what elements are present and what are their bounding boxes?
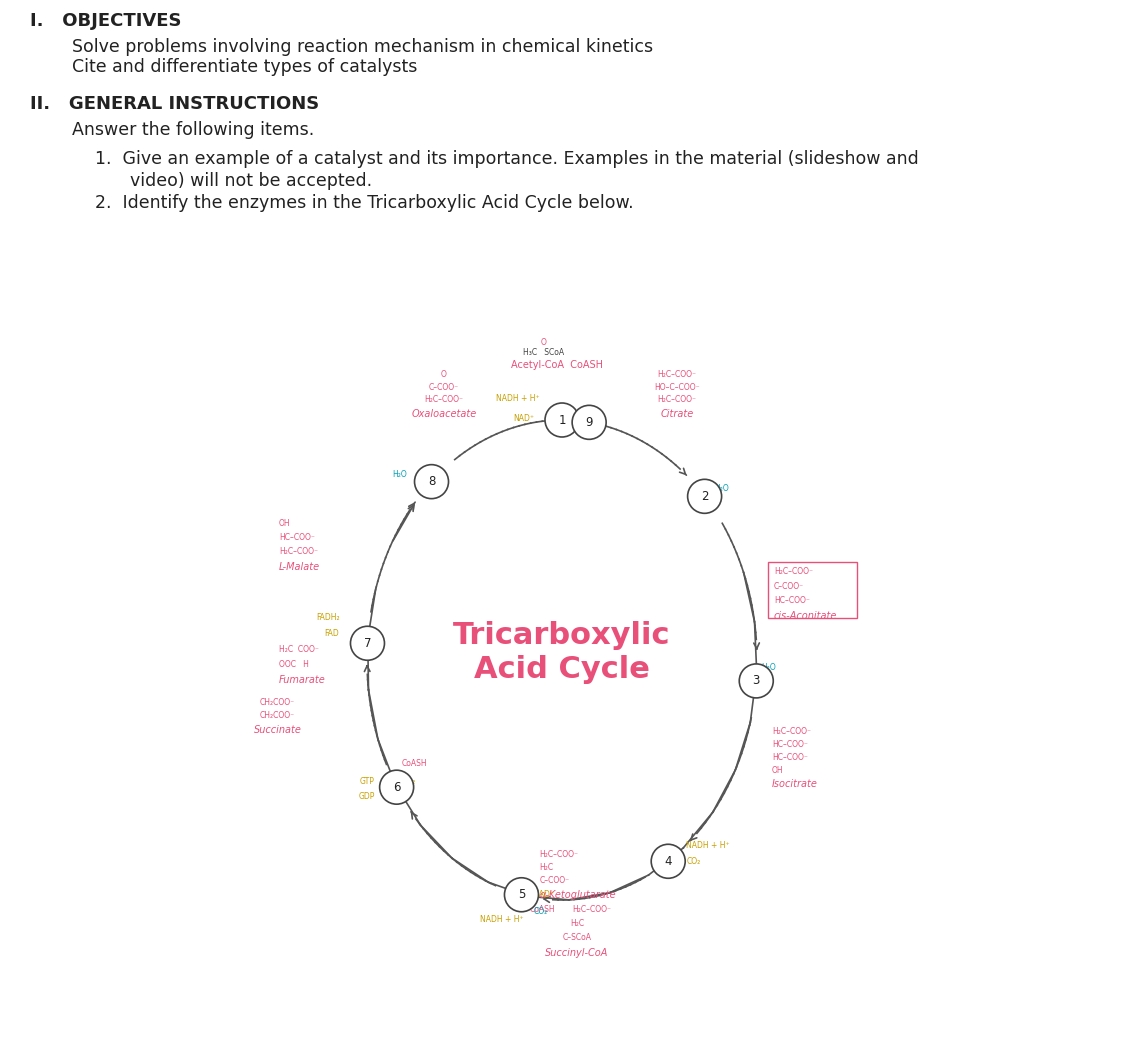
Text: cis-Aconitate: cis-Aconitate: [774, 610, 837, 621]
Text: H₂C: H₂C: [540, 862, 554, 872]
Circle shape: [414, 464, 449, 498]
Circle shape: [544, 403, 579, 437]
Text: Acid Cycle: Acid Cycle: [474, 656, 650, 685]
Text: 6: 6: [393, 781, 400, 794]
Text: Fumarate: Fumarate: [279, 675, 326, 685]
Text: CH₂COO⁻: CH₂COO⁻: [260, 711, 295, 720]
Text: NADH + H⁺: NADH + H⁺: [495, 395, 539, 403]
Text: H₂C–COO⁻: H₂C–COO⁻: [279, 547, 318, 555]
Text: FADH₂: FADH₂: [316, 614, 340, 622]
Text: video) will not be accepted.: video) will not be accepted.: [130, 172, 372, 190]
Text: CH₂COO⁻: CH₂COO⁻: [260, 698, 295, 707]
Text: 7: 7: [363, 637, 371, 650]
Text: α-Ketoglutarate: α-Ketoglutarate: [540, 890, 617, 899]
Circle shape: [504, 878, 539, 912]
Text: O: O: [441, 370, 447, 379]
Text: OH: OH: [279, 518, 290, 528]
Text: O: O: [541, 338, 547, 347]
Text: CoASH: CoASH: [402, 760, 428, 768]
Text: L-Malate: L-Malate: [279, 562, 321, 571]
Text: H₂C–COO⁻: H₂C–COO⁻: [774, 567, 813, 576]
Text: HO–C–COO⁻: HO–C–COO⁻: [655, 383, 700, 393]
Text: C–COO⁻: C–COO⁻: [429, 383, 459, 393]
Text: Cite and differentiate types of catalysts: Cite and differentiate types of catalyst…: [72, 58, 417, 76]
Text: H₂C–COO⁻: H₂C–COO⁻: [772, 727, 811, 736]
Text: FAD: FAD: [325, 630, 340, 638]
Text: C–SCoA: C–SCoA: [562, 933, 592, 942]
Circle shape: [351, 626, 385, 660]
Text: 5: 5: [518, 889, 525, 901]
Text: NADH + H⁺: NADH + H⁺: [479, 915, 523, 924]
Text: 4: 4: [665, 855, 672, 868]
Text: Oxaloacetate: Oxaloacetate: [412, 409, 477, 419]
Text: OH: OH: [772, 766, 784, 776]
Text: H₂C–COO⁻: H₂C–COO⁻: [540, 850, 578, 859]
Text: CO₂: CO₂: [533, 907, 548, 916]
Text: CO₂: CO₂: [402, 778, 416, 786]
Text: Tricarboxylic: Tricarboxylic: [453, 620, 670, 650]
Text: NADH + H⁺: NADH + H⁺: [686, 841, 730, 851]
Text: H₂C–COO⁻: H₂C–COO⁻: [424, 395, 464, 404]
Text: NAD⁺: NAD⁺: [513, 415, 534, 423]
Text: Solve problems involving reaction mechanism in chemical kinetics: Solve problems involving reaction mechan…: [72, 38, 654, 56]
Text: 3: 3: [753, 674, 760, 688]
Text: HC–COO⁻: HC–COO⁻: [279, 533, 315, 542]
Circle shape: [379, 770, 414, 804]
Text: CO₂: CO₂: [686, 857, 701, 867]
Circle shape: [651, 844, 685, 878]
Text: 8: 8: [428, 475, 435, 488]
Text: 1.  Give an example of a catalyst and its importance. Examples in the material (: 1. Give an example of a catalyst and its…: [94, 150, 919, 168]
Text: 2: 2: [701, 490, 709, 503]
Text: HC–COO⁻: HC–COO⁻: [774, 596, 810, 605]
Text: H₂C: H₂C: [570, 919, 584, 928]
Text: H₂O: H₂O: [714, 485, 729, 493]
Text: C–COO⁻: C–COO⁻: [774, 582, 804, 590]
Circle shape: [573, 405, 606, 439]
Text: 2.  Identify the enzymes in the Tricarboxylic Acid Cycle below.: 2. Identify the enzymes in the Tricarbox…: [94, 194, 633, 212]
Text: GTP: GTP: [360, 778, 375, 786]
Text: H₂C–COO⁻: H₂C–COO⁻: [657, 370, 696, 379]
Text: NAD⁺: NAD⁺: [533, 890, 555, 898]
Text: I.   OBJECTIVES: I. OBJECTIVES: [30, 12, 181, 30]
Text: H₂C  COO⁻: H₂C COO⁻: [279, 645, 318, 654]
Text: HC–COO⁻: HC–COO⁻: [772, 741, 808, 749]
Text: Acetyl-CoA  CoASH: Acetyl-CoA CoASH: [511, 360, 603, 370]
FancyBboxPatch shape: [768, 562, 857, 618]
Text: C–COO⁻: C–COO⁻: [540, 876, 569, 884]
Text: OOC   H: OOC H: [279, 660, 309, 669]
Text: Answer the following items.: Answer the following items.: [72, 121, 314, 139]
Text: H₂O: H₂O: [762, 663, 776, 672]
Text: GDP: GDP: [358, 792, 375, 801]
Text: CoASH: CoASH: [529, 905, 555, 914]
Circle shape: [687, 479, 721, 513]
Text: Succinate: Succinate: [253, 725, 302, 735]
Circle shape: [739, 664, 773, 698]
Text: Succinyl-CoA: Succinyl-CoA: [546, 948, 609, 957]
Text: 9: 9: [585, 416, 593, 428]
Text: H₂C–COO⁻: H₂C–COO⁻: [573, 905, 612, 914]
Text: II.   GENERAL INSTRUCTIONS: II. GENERAL INSTRUCTIONS: [30, 95, 319, 113]
Text: H₃C   SCoA: H₃C SCoA: [523, 348, 565, 357]
Text: H₂C–COO⁻: H₂C–COO⁻: [657, 395, 696, 404]
Text: 1: 1: [558, 414, 566, 426]
Text: Citrate: Citrate: [660, 409, 694, 419]
Text: HC–COO⁻: HC–COO⁻: [772, 753, 808, 762]
Text: Isocitrate: Isocitrate: [772, 779, 818, 789]
Text: H₂O: H₂O: [392, 470, 406, 478]
